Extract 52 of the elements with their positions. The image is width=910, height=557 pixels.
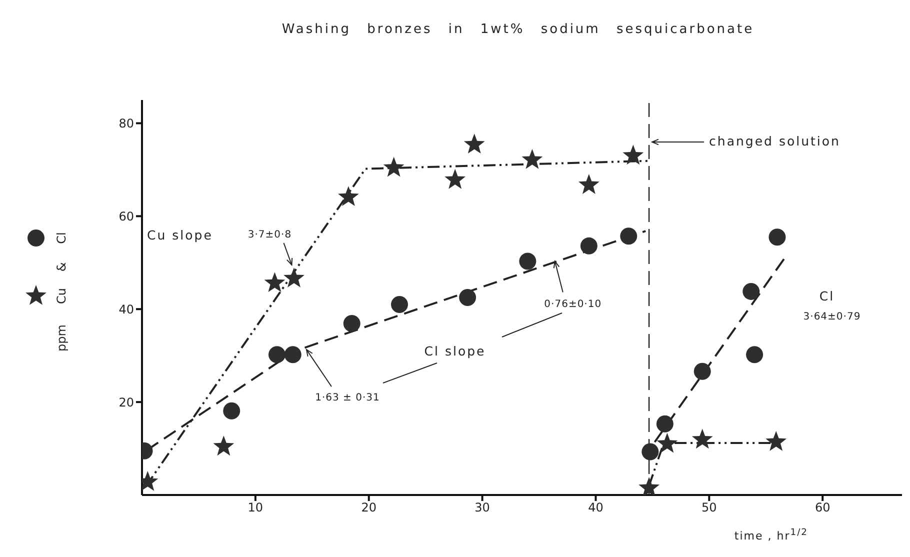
x-tick-label: 20: [361, 500, 377, 515]
point: [213, 436, 234, 456]
annotation: Cl slope: [424, 343, 486, 358]
point: [390, 296, 408, 313]
annotation: 3·64±0·79: [803, 312, 861, 323]
x-axis-title: time , hr$^{1/2}$: [734, 527, 808, 543]
ref-line-label: changed solution: [709, 133, 840, 148]
y-tick-label: 40: [118, 302, 134, 316]
point: [622, 144, 644, 165]
point: [742, 282, 760, 300]
point: [522, 148, 543, 169]
x-tick-label: 40: [588, 500, 604, 515]
point: [383, 156, 404, 177]
point: [464, 134, 485, 154]
text: &: [54, 262, 68, 272]
point: [519, 252, 536, 270]
point: [692, 428, 713, 449]
point: [746, 346, 764, 364]
annotation: 1·63 ± 0·31: [315, 392, 380, 404]
y-tick-label: 20: [118, 395, 134, 410]
point: [284, 267, 304, 288]
point: [766, 431, 787, 451]
point: [578, 174, 600, 194]
x-tick-label: 10: [248, 500, 264, 515]
point: [343, 315, 360, 332]
y-tick-label: 80: [118, 116, 134, 130]
y-tick-label: 60: [118, 209, 134, 224]
chart-title: Washing bronzes in 1wt% sodium sesquicarbonate: [280, 22, 756, 37]
point: [284, 346, 302, 364]
x-tick-label: 50: [702, 500, 717, 515]
point: [264, 272, 286, 292]
point: [656, 415, 674, 432]
x-tick-label: 60: [814, 500, 830, 515]
point: [656, 432, 678, 453]
point: [694, 362, 711, 380]
point: [620, 228, 638, 245]
annotation: 0·76±0·10: [544, 298, 602, 310]
annotation: 3·7±0·8: [248, 230, 292, 241]
x-tick-label: 30: [474, 500, 490, 515]
annotation: Cu slope: [147, 227, 213, 242]
y-axis-title: ppm: [54, 324, 68, 352]
legend-label: Cl: [54, 232, 68, 244]
annotation: Cl: [819, 288, 835, 304]
point: [268, 346, 286, 364]
point: [338, 186, 359, 206]
point: [642, 443, 659, 460]
point: [223, 402, 240, 420]
point: [444, 168, 466, 189]
point: [768, 228, 786, 246]
point: [459, 289, 476, 306]
legend-label: Cu: [54, 288, 68, 304]
point: [580, 237, 598, 254]
